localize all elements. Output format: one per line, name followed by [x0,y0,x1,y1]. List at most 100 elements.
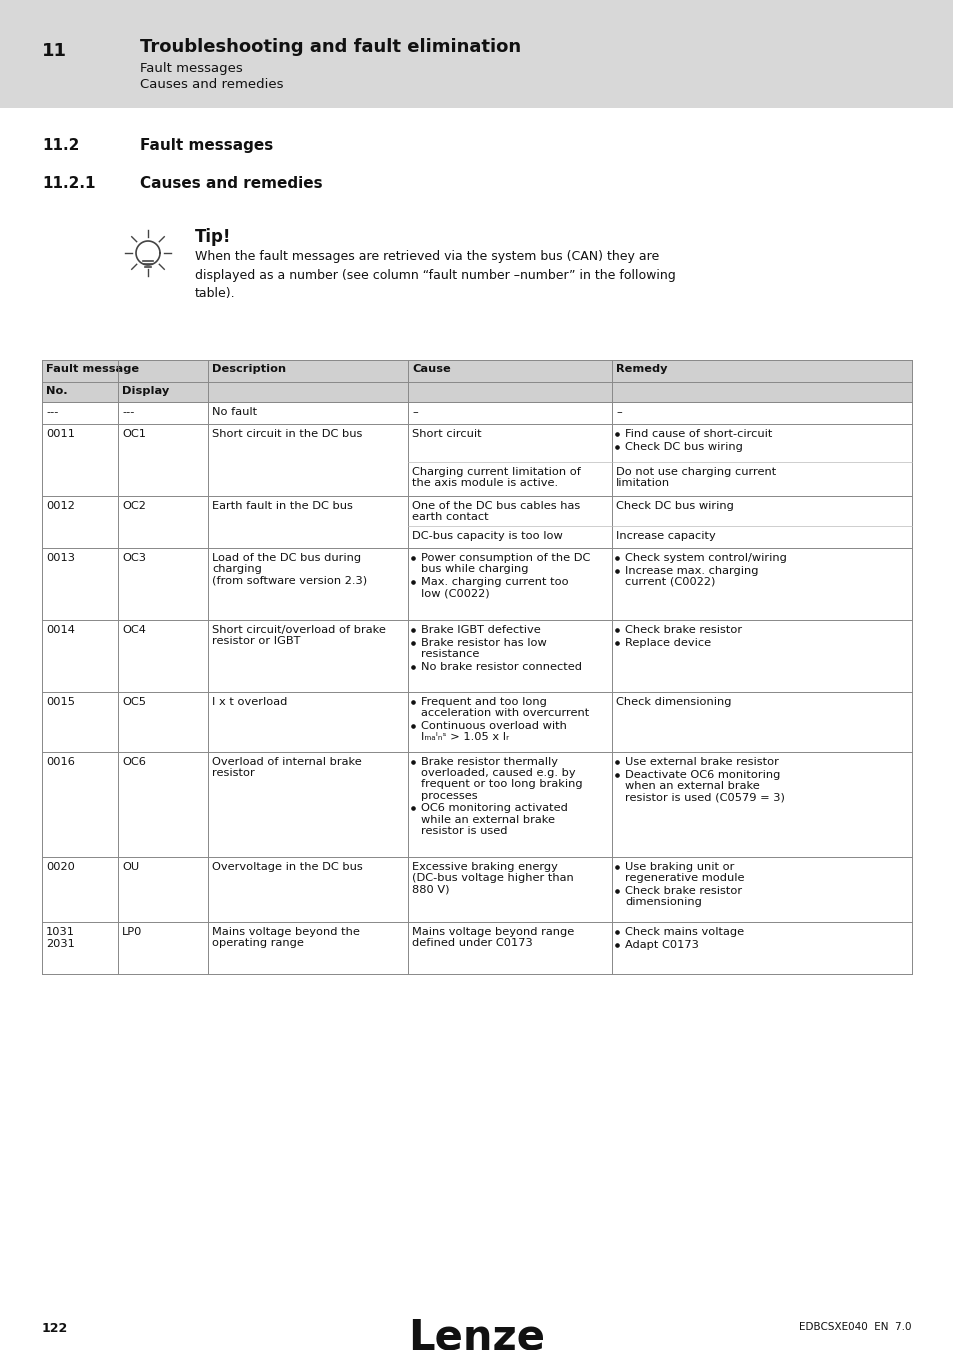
Bar [42,382,911,402]
Text: (DC-bus voltage higher than: (DC-bus voltage higher than [412,873,573,883]
Text: EDBCSXE040  EN  7.0: EDBCSXE040 EN 7.0 [799,1322,911,1332]
Text: OC3: OC3 [122,554,146,563]
Text: Find cause of short-circuit: Find cause of short-circuit [624,429,772,439]
Text: acceleration with overcurrent: acceleration with overcurrent [420,709,589,718]
Bar [42,360,911,382]
Text: Causes and remedies: Causes and remedies [140,176,322,190]
Text: OC2: OC2 [122,501,146,512]
Text: Lenze: Lenze [408,1316,545,1350]
Text: Use braking unit or: Use braking unit or [624,863,734,872]
Text: bus while charging: bus while charging [420,564,528,574]
Text: Check system control/wiring: Check system control/wiring [624,554,786,563]
Text: OC1: OC1 [122,429,146,439]
Text: overloaded, caused e.g. by: overloaded, caused e.g. by [420,768,575,778]
Text: Check dimensioning: Check dimensioning [616,697,731,707]
Text: No.: No. [46,386,68,396]
Text: Do not use charging current: Do not use charging current [616,467,776,477]
Text: 0015: 0015 [46,697,75,707]
Text: No fault: No fault [212,406,257,417]
Text: OU: OU [122,863,139,872]
Text: Max. charging current too: Max. charging current too [420,576,568,587]
Text: Fault messages: Fault messages [140,138,273,153]
Text: LP0: LP0 [122,927,142,937]
Text: –: – [412,406,417,417]
Text: charging: charging [212,564,262,574]
Text: Causes and remedies: Causes and remedies [140,78,283,90]
Text: Mains voltage beyond the: Mains voltage beyond the [212,927,359,937]
Bar [0,0,953,108]
Text: resistor: resistor [212,768,254,778]
Text: Display: Display [122,386,169,396]
Text: when an external brake: when an external brake [624,780,759,791]
Text: Overvoltage in the DC bus: Overvoltage in the DC bus [212,863,362,872]
Text: Frequent and too long: Frequent and too long [420,697,546,707]
Text: 11: 11 [42,42,67,59]
Text: Tip!: Tip! [194,228,232,246]
Text: 122: 122 [42,1322,69,1335]
Text: Brake IGBT defective: Brake IGBT defective [420,625,540,634]
Text: 0011: 0011 [46,429,75,439]
Text: When the fault messages are retrieved via the system bus (CAN) they are
displaye: When the fault messages are retrieved vi… [194,250,675,300]
Text: Excessive braking energy: Excessive braking energy [412,863,558,872]
Text: current (C0022): current (C0022) [624,576,715,587]
Text: Cause: Cause [412,364,450,374]
Text: 0012: 0012 [46,501,74,512]
Text: frequent or too long braking: frequent or too long braking [420,779,582,790]
Text: Brake resistor thermally: Brake resistor thermally [420,757,558,767]
Text: Short circuit in the DC bus: Short circuit in the DC bus [212,429,362,439]
Text: Overload of internal brake: Overload of internal brake [212,757,361,767]
Text: Check mains voltage: Check mains voltage [624,927,743,937]
Text: DC-bus capacity is too low: DC-bus capacity is too low [412,531,562,541]
Text: 0020: 0020 [46,863,74,872]
Text: Increase capacity: Increase capacity [616,531,715,541]
Text: –: – [616,406,621,417]
Text: I x t overload: I x t overload [212,697,287,707]
Text: Troubleshooting and fault elimination: Troubleshooting and fault elimination [140,38,520,55]
Text: Iₘₐᴵₙˢ > 1.05 x Iᵣ: Iₘₐᴵₙˢ > 1.05 x Iᵣ [420,732,509,742]
Text: earth contact: earth contact [412,512,488,522]
Text: limitation: limitation [616,478,669,489]
Text: 0013: 0013 [46,554,75,563]
Text: OC4: OC4 [122,625,146,634]
Text: 11.2.1: 11.2.1 [42,176,95,190]
Text: Load of the DC bus during: Load of the DC bus during [212,554,361,563]
Text: resistance: resistance [420,649,478,659]
Text: resistor is used: resistor is used [420,826,507,836]
Text: (from software version 2.3): (from software version 2.3) [212,575,367,586]
Text: One of the DC bus cables has: One of the DC bus cables has [412,501,579,512]
Text: Description: Description [212,364,286,374]
Text: regenerative module: regenerative module [624,873,743,883]
Text: 0014: 0014 [46,625,74,634]
Text: Deactivate OC6 monitoring: Deactivate OC6 monitoring [624,769,780,780]
Text: OC6: OC6 [122,757,146,767]
Text: Remedy: Remedy [616,364,667,374]
Text: Brake resistor has low: Brake resistor has low [420,637,546,648]
Text: Adapt C0173: Adapt C0173 [624,940,699,949]
Text: OC6 monitoring activated: OC6 monitoring activated [420,803,567,813]
Text: Power consumption of the DC: Power consumption of the DC [420,554,590,563]
Text: Charging current limitation of: Charging current limitation of [412,467,580,477]
Text: 880 V): 880 V) [412,884,449,895]
Text: resistor or IGBT: resistor or IGBT [212,636,300,647]
Text: dimensioning: dimensioning [624,898,701,907]
Text: defined under C0173: defined under C0173 [412,938,532,948]
Text: Check brake resistor: Check brake resistor [624,625,741,634]
Text: Fault message: Fault message [46,364,139,374]
Text: OC5: OC5 [122,697,146,707]
Text: low (C0022): low (C0022) [420,589,489,598]
Text: operating range: operating range [212,938,304,948]
Text: Check DC bus wiring: Check DC bus wiring [616,501,733,512]
Text: Replace device: Replace device [624,637,710,648]
Text: ---: --- [122,406,134,417]
Text: ---: --- [46,406,58,417]
Text: 0016: 0016 [46,757,74,767]
Text: Fault messages: Fault messages [140,62,242,76]
Text: 11.2: 11.2 [42,138,79,153]
Text: Check brake resistor: Check brake resistor [624,886,741,896]
Text: 1031
2031: 1031 2031 [46,927,75,949]
Text: Continuous overload with: Continuous overload with [420,721,566,730]
Text: Earth fault in the DC bus: Earth fault in the DC bus [212,501,353,512]
Text: resistor is used (C0579 = 3): resistor is used (C0579 = 3) [624,792,784,802]
Text: Increase max. charging: Increase max. charging [624,566,758,575]
Text: the axis module is active.: the axis module is active. [412,478,558,489]
